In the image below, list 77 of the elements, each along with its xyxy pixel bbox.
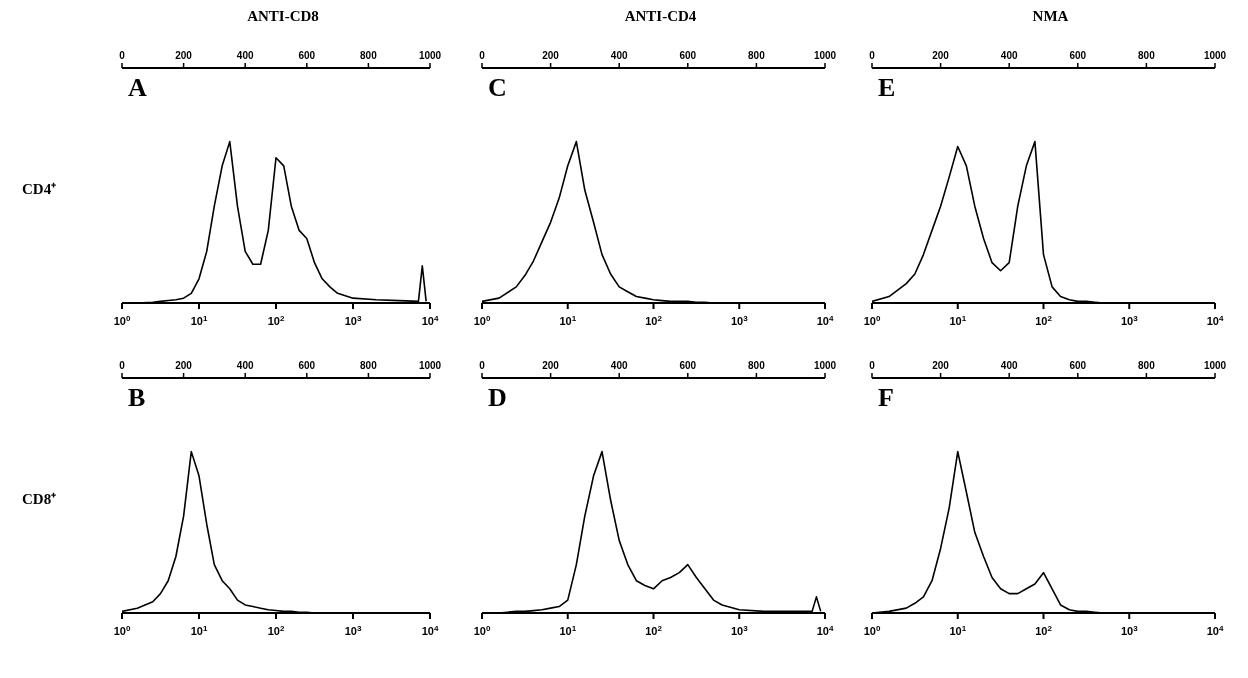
x2-tick-label: 1000 bbox=[418, 360, 442, 371]
chart-title: NMA bbox=[1031, 8, 1070, 26]
x2-tick-label: 400 bbox=[236, 360, 254, 371]
x2-tick-label: 1000 bbox=[418, 50, 442, 61]
x-tick-label: 10$^{0}$ bbox=[473, 623, 491, 637]
x2-tick-label: 800 bbox=[360, 360, 378, 371]
x-tick-label: 10$^{1}$ bbox=[190, 313, 208, 327]
x2-tick-label: 0 bbox=[869, 360, 876, 371]
x2-tick-label: 0 bbox=[119, 360, 126, 371]
text: D bbox=[488, 383, 507, 413]
x2-tick-label: 400 bbox=[610, 50, 628, 61]
y-axis-title: CD8⁺ bbox=[21, 490, 58, 509]
x2-tick-label: 800 bbox=[1138, 50, 1156, 61]
x-tick-label: 10$^{1}$ bbox=[559, 313, 577, 327]
x2-tick-label: 200 bbox=[175, 50, 193, 61]
chart-title: ANTI-CD8 bbox=[246, 8, 320, 26]
x2-tick-label: 800 bbox=[1138, 360, 1156, 371]
x2-tick-label: 1000 bbox=[1203, 360, 1227, 371]
x2-tick-label: 1000 bbox=[813, 360, 837, 371]
x-tick-label: 10$^{2}$ bbox=[1035, 623, 1053, 637]
x-tick-label: 10$^{3}$ bbox=[1120, 313, 1139, 327]
x2-tick-label: 800 bbox=[360, 50, 378, 61]
x-tick-label: 10$^{2}$ bbox=[267, 313, 285, 327]
x-tick-label: 10$^{0}$ bbox=[863, 623, 881, 637]
x-tick-label: 10$^{4}$ bbox=[816, 623, 834, 637]
x-tick-label: 10$^{0}$ bbox=[863, 313, 881, 327]
x2-tick-label: 600 bbox=[679, 50, 697, 61]
x-tick-label: 10$^{2}$ bbox=[645, 313, 663, 327]
text: C bbox=[488, 73, 507, 103]
x-tick-label: 10$^{3}$ bbox=[1120, 623, 1139, 637]
x2-tick-label: 200 bbox=[932, 50, 950, 61]
chart-title: ANTI-CD4 bbox=[623, 8, 698, 26]
x2-tick-label: 400 bbox=[1000, 360, 1018, 371]
x-tick-label: 10$^{0}$ bbox=[113, 623, 131, 637]
x2-tick-label: 200 bbox=[542, 50, 560, 61]
text: F bbox=[878, 383, 894, 413]
x2-tick-label: 0 bbox=[479, 50, 486, 61]
x-tick-label: 10$^{1}$ bbox=[559, 623, 577, 637]
x-tick-label: 10$^{3}$ bbox=[730, 623, 749, 637]
x-tick-label: 10$^{2}$ bbox=[267, 623, 285, 637]
x2-tick-label: 1000 bbox=[1203, 50, 1227, 61]
x-tick-label: 10$^{4}$ bbox=[421, 313, 439, 327]
x2-tick-label: 200 bbox=[932, 360, 950, 371]
x-tick-label: 10$^{4}$ bbox=[816, 313, 834, 327]
text: B bbox=[128, 383, 146, 413]
x2-tick-label: 0 bbox=[869, 50, 876, 61]
x2-tick-label: 400 bbox=[1000, 50, 1018, 61]
x2-tick-label: 400 bbox=[236, 50, 254, 61]
x2-tick-label: 600 bbox=[1069, 360, 1087, 371]
x-tick-label: 10$^{3}$ bbox=[344, 623, 362, 637]
x-tick-label: 10$^{0}$ bbox=[473, 313, 491, 327]
x-tick-label: 10$^{4}$ bbox=[421, 623, 439, 637]
x2-tick-label: 1000 bbox=[813, 50, 837, 61]
x2-tick-label: 800 bbox=[748, 50, 766, 61]
x-tick-label: 10$^{4}$ bbox=[1206, 623, 1224, 637]
x2-tick-label: 0 bbox=[119, 50, 126, 61]
x-tick-label: 10$^{2}$ bbox=[1035, 313, 1053, 327]
x-tick-label: 10$^{2}$ bbox=[645, 623, 663, 637]
x-tick-label: 10$^{3}$ bbox=[730, 313, 749, 327]
x2-tick-label: 600 bbox=[1069, 50, 1087, 61]
text: A bbox=[128, 73, 147, 103]
x2-tick-label: 600 bbox=[298, 360, 316, 371]
x-tick-label: 10$^{3}$ bbox=[344, 313, 362, 327]
x-tick-label: 10$^{1}$ bbox=[949, 313, 967, 327]
x2-tick-label: 200 bbox=[175, 360, 193, 371]
x2-tick-label: 200 bbox=[542, 360, 560, 371]
y-axis-title: CD4⁺ bbox=[21, 180, 58, 199]
x2-tick-label: 400 bbox=[610, 360, 628, 371]
x2-tick-label: 0 bbox=[479, 360, 486, 371]
x-tick-label: 10$^{1}$ bbox=[949, 623, 967, 637]
x2-tick-label: 600 bbox=[679, 360, 697, 371]
x-tick-label: 10$^{4}$ bbox=[1206, 313, 1224, 327]
x2-tick-label: 800 bbox=[748, 360, 766, 371]
x2-tick-label: 600 bbox=[298, 50, 316, 61]
x-tick-label: 10$^{1}$ bbox=[190, 623, 208, 637]
text: E bbox=[878, 73, 896, 103]
x-tick-label: 10$^{0}$ bbox=[113, 313, 131, 327]
